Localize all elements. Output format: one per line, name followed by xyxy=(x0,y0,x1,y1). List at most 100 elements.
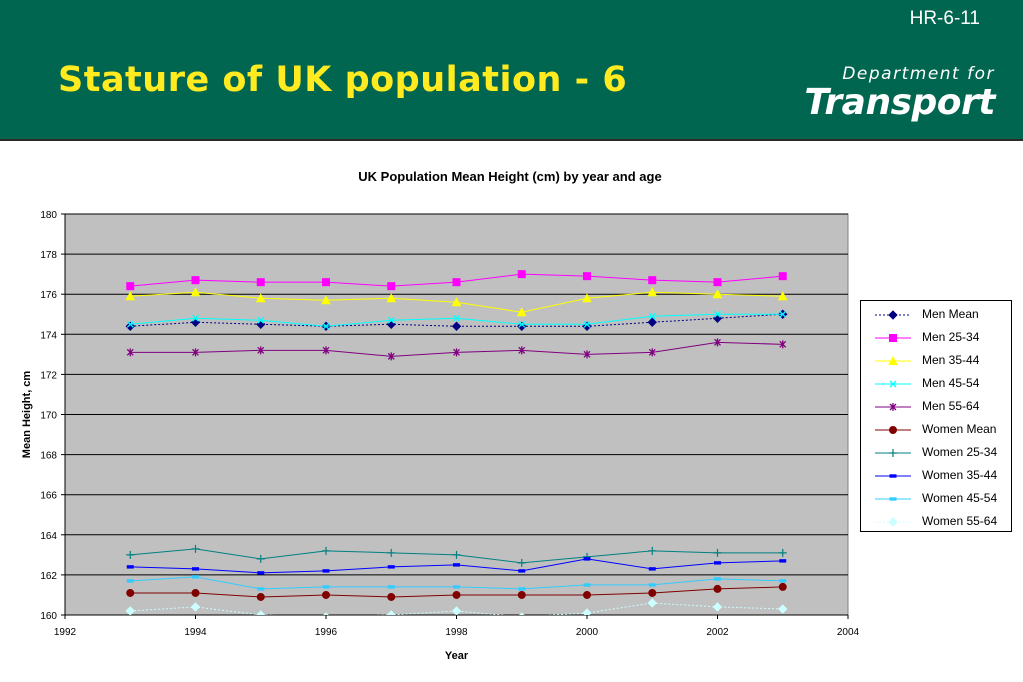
data-point-women-35-44 xyxy=(322,569,330,573)
data-point-women-55-64 xyxy=(582,608,592,615)
data-point-men-25-34 xyxy=(583,272,591,281)
data-point-women-55-64 xyxy=(712,602,723,612)
series-men-45-54 xyxy=(126,310,787,330)
data-point-women-45-54 xyxy=(453,585,460,589)
legend-marker xyxy=(889,403,897,411)
data-point-women-45-54 xyxy=(518,587,526,591)
data-point-women-mean xyxy=(778,582,787,591)
data-point-women-35-44 xyxy=(387,565,395,569)
legend-label: Men 55-64 xyxy=(922,399,980,413)
legend-swatch xyxy=(875,334,911,342)
data-point-men-45-54 xyxy=(257,316,265,324)
y-tick-label: 180 xyxy=(40,210,57,221)
data-point-men-35-44 xyxy=(516,307,527,317)
data-point-women-55-64 xyxy=(647,598,657,608)
data-point-women-25-34 xyxy=(648,546,657,555)
data-point-women-55-64 xyxy=(125,606,135,615)
data-point-men-35-44 xyxy=(386,293,397,303)
x-tick-label: 1994 xyxy=(184,627,207,638)
legend-marker xyxy=(889,380,897,388)
legend-item: Men Mean xyxy=(861,305,1011,325)
legend-item: Men 55-64 xyxy=(861,397,1011,417)
legend-swatch xyxy=(875,403,911,411)
data-point-men-45-54 xyxy=(192,314,199,322)
legend-item: Men 25-34 xyxy=(861,328,1011,348)
data-point-men-25-34 xyxy=(191,276,200,285)
data-point-women-mean xyxy=(322,590,330,599)
data-point-men-35-44 xyxy=(255,293,266,303)
data-point-men-55-64 xyxy=(583,350,591,359)
series-women-25-34 xyxy=(126,544,787,567)
legend-item: Women 25-34 xyxy=(861,443,1011,463)
data-point-women-55-64 xyxy=(256,610,266,615)
data-point-men-25-34 xyxy=(713,278,722,287)
legend-marker xyxy=(889,334,897,342)
series-line-women-55-64 xyxy=(130,602,783,615)
data-point-men-35-44 xyxy=(777,291,788,301)
data-point-women-45-54 xyxy=(322,585,330,589)
data-point-men-25-34 xyxy=(322,278,330,287)
slide-header: HR-6-11 Stature of UK population - 6 Dep… xyxy=(0,0,1023,141)
legend-swatch xyxy=(875,449,911,457)
data-point-women-25-34 xyxy=(778,548,787,557)
data-point-men-55-64 xyxy=(714,338,721,347)
data-point-men-45-54 xyxy=(714,310,721,318)
data-point-women-55-64 xyxy=(519,612,525,615)
slide-title: Stature of UK population - 6 xyxy=(58,60,628,100)
logo-line2: Transport xyxy=(804,82,995,123)
data-point-women-mean xyxy=(713,584,722,593)
series-line-men-mean xyxy=(130,313,783,327)
series-women-mean xyxy=(126,582,787,601)
data-point-women-55-64 xyxy=(190,602,201,612)
data-point-men-35-44 xyxy=(647,287,658,297)
series-men-25-34 xyxy=(126,270,787,291)
line-chart: UK Population Mean Height (cm) by year a… xyxy=(21,169,860,662)
data-point-women-45-54 xyxy=(192,575,199,579)
data-point-men-45-54 xyxy=(322,322,330,330)
data-point-men-25-34 xyxy=(648,276,657,285)
dft-logo: Department for Transport xyxy=(804,64,995,122)
legend-swatch xyxy=(875,380,911,388)
legend-marker xyxy=(889,449,897,457)
data-point-women-35-44 xyxy=(583,557,591,561)
legend-item: Women 55-64 xyxy=(861,512,1011,532)
data-point-women-25-34 xyxy=(126,550,135,559)
y-tick-label: 174 xyxy=(40,330,57,341)
series-women-45-54 xyxy=(126,575,787,591)
x-tick-label: 1998 xyxy=(445,627,468,638)
data-point-men-55-64 xyxy=(779,340,787,349)
data-point-women-25-34 xyxy=(517,558,526,567)
series-men-55-64 xyxy=(126,338,787,361)
data-point-men-25-34 xyxy=(126,282,135,291)
data-point-men-45-54 xyxy=(583,320,591,328)
legend-label: Women 25-34 xyxy=(922,445,998,459)
data-point-men-mean xyxy=(451,321,462,331)
legend-label: Women Mean xyxy=(922,422,997,436)
data-point-women-mean xyxy=(191,588,200,597)
data-point-women-mean xyxy=(452,590,461,599)
data-point-women-mean xyxy=(517,590,526,599)
legend-label: Women 45-54 xyxy=(922,491,998,505)
data-point-men-55-64 xyxy=(453,348,460,357)
data-point-women-mean xyxy=(648,588,657,597)
data-point-women-25-34 xyxy=(322,546,330,555)
data-point-women-45-54 xyxy=(257,587,265,591)
series-women-35-44 xyxy=(126,557,787,575)
y-tick-label: 178 xyxy=(40,250,57,261)
legend-label: Men Mean xyxy=(922,307,979,321)
data-point-men-25-34 xyxy=(256,278,265,287)
data-point-women-55-64 xyxy=(451,606,462,615)
x-tick-label: 1996 xyxy=(315,627,338,638)
data-point-women-25-34 xyxy=(191,544,200,553)
legend-swatch xyxy=(875,497,911,501)
y-tick-label: 164 xyxy=(40,531,57,542)
legend-marker xyxy=(889,497,897,501)
data-point-women-mean xyxy=(256,592,265,601)
data-point-women-25-34 xyxy=(256,554,265,563)
legend-swatch xyxy=(875,355,911,365)
data-point-men-25-34 xyxy=(517,270,526,279)
data-point-women-35-44 xyxy=(192,567,199,571)
data-point-men-35-44 xyxy=(190,287,201,297)
legend-marker xyxy=(889,474,897,478)
data-point-women-35-44 xyxy=(453,563,460,567)
